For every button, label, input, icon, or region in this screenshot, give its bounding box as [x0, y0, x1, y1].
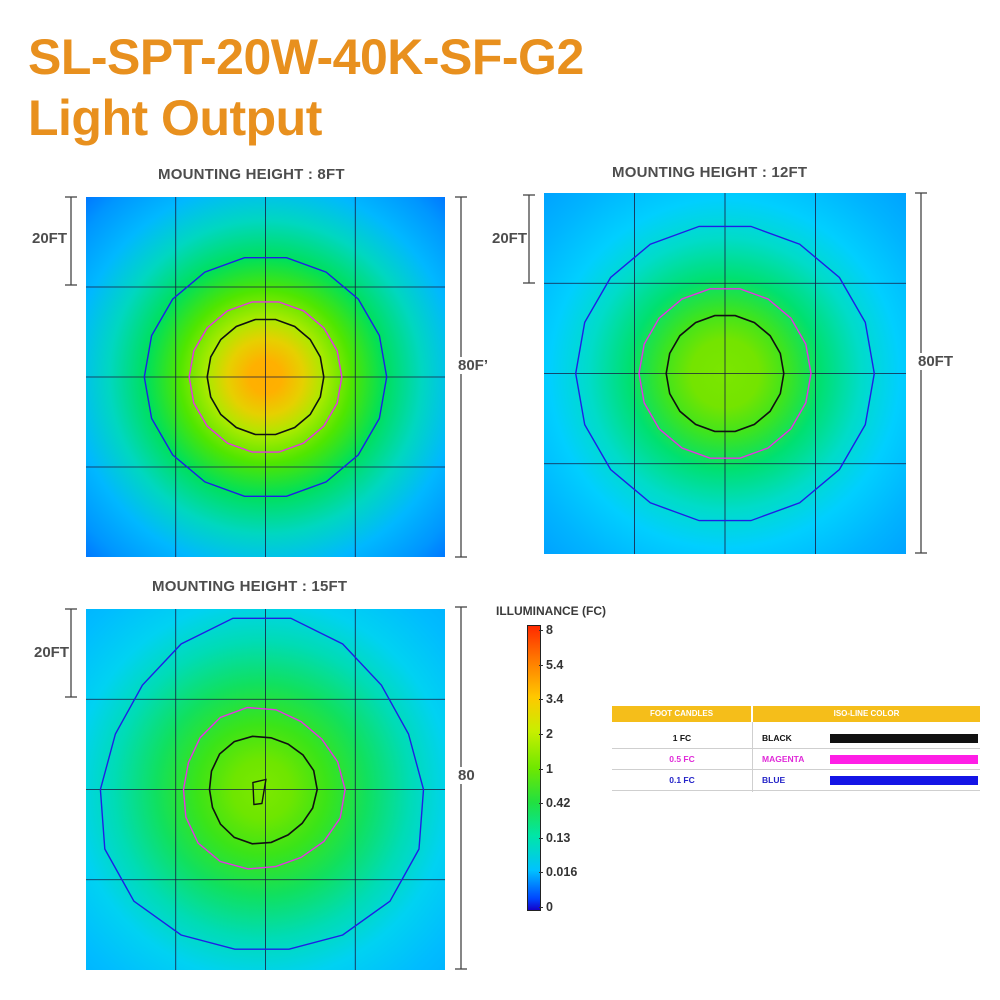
iso-line-0-1-fc	[99, 617, 425, 950]
legend-color-swatch	[830, 734, 978, 743]
iso-line-1-fc	[206, 318, 325, 436]
plot-2-extent-label: 80FT	[918, 353, 954, 370]
iso-line-0-5-fc	[638, 288, 812, 459]
scale-tick-label: 1	[539, 761, 553, 776]
product-model-title: SL-SPT-20W-40K-SF-G2	[28, 29, 584, 85]
legend-foot-candles-value: 1 FC	[672, 733, 692, 743]
iso-line-1-fc	[665, 314, 785, 433]
legend-color-swatch	[830, 755, 978, 764]
iso-line-0-1-fc	[574, 225, 876, 522]
scale-tick-label: 5.4	[538, 657, 564, 672]
plot-2-heatmap	[544, 193, 906, 554]
legend-color-name: BLUE	[762, 775, 786, 785]
legend-row: 0.1 FC BLUE	[612, 770, 980, 791]
scale-tick-label: 0.13	[538, 830, 571, 845]
plot-1-extent-dimension	[455, 196, 467, 558]
legend-divider	[752, 722, 753, 792]
scale-tick-label: 2	[539, 726, 553, 741]
legend-foot-candles-value: 0.5 FC	[669, 754, 695, 764]
legend-row: 1 FC BLACK	[612, 728, 980, 749]
plot-1-extent-label: 80F’	[458, 357, 492, 374]
iso-line-0-5-fc	[182, 706, 346, 870]
scale-tick-label: 0	[539, 900, 553, 914]
plot-1-label: MOUNTING HEIGHT : 8FT	[158, 166, 345, 183]
plot-3-extent-label: 80	[458, 767, 475, 784]
iso-line-1-fc	[208, 735, 319, 845]
legend-row: 0.5 FC MAGENTA	[612, 749, 980, 770]
iso-line-1-fc-inner	[252, 778, 267, 806]
scale-tick-label: 0.016	[538, 865, 578, 880]
illuminance-scale-title: ILLUMINANCE (FC)	[496, 604, 606, 618]
iso-line-legend: FOOT CANDLES ISO-LINE COLOR 1 FC BLACK 0.5…	[612, 706, 980, 796]
iso-line-0-5-fc	[188, 301, 343, 453]
legend-foot-candles-value: 0.1 FC	[669, 775, 695, 785]
plot-3-label: MOUNTING HEIGHT : 15FT	[152, 578, 348, 595]
plot-3-extent-dimension	[455, 606, 467, 970]
plot-3-grid-label: 20FT	[34, 644, 70, 661]
plot-2-grid-label: 20FT	[492, 230, 528, 247]
plot-2-label: MOUNTING HEIGHT : 12FT	[612, 164, 808, 181]
scale-tick-label: 3.4	[538, 692, 564, 707]
scale-tick-label: 8	[539, 623, 553, 637]
light-output-subtitle: Light Output	[28, 90, 322, 146]
legend-color-name: BLACK	[762, 733, 792, 743]
plot-2-extent-dimension	[915, 192, 927, 554]
legend-color-swatch	[830, 776, 978, 785]
plot-1-heatmap	[86, 197, 445, 557]
legend-header-iso-line-color: ISO-LINE COLOR	[753, 706, 980, 722]
legend-header-foot-candles: FOOT CANDLES	[612, 706, 751, 722]
plot-1-grid-label: 20FT	[32, 230, 68, 247]
plot-2-grid-dimension	[523, 194, 535, 284]
scale-tick-label: 0.42	[538, 796, 571, 811]
plot-1-grid-dimension	[65, 196, 77, 286]
iso-line-0-1-fc	[143, 257, 388, 497]
plot-3-grid-dimension	[65, 608, 77, 698]
plot-3-heatmap	[86, 609, 445, 970]
illuminance-color-bar	[527, 625, 541, 911]
legend-color-name: MAGENTA	[762, 754, 805, 764]
